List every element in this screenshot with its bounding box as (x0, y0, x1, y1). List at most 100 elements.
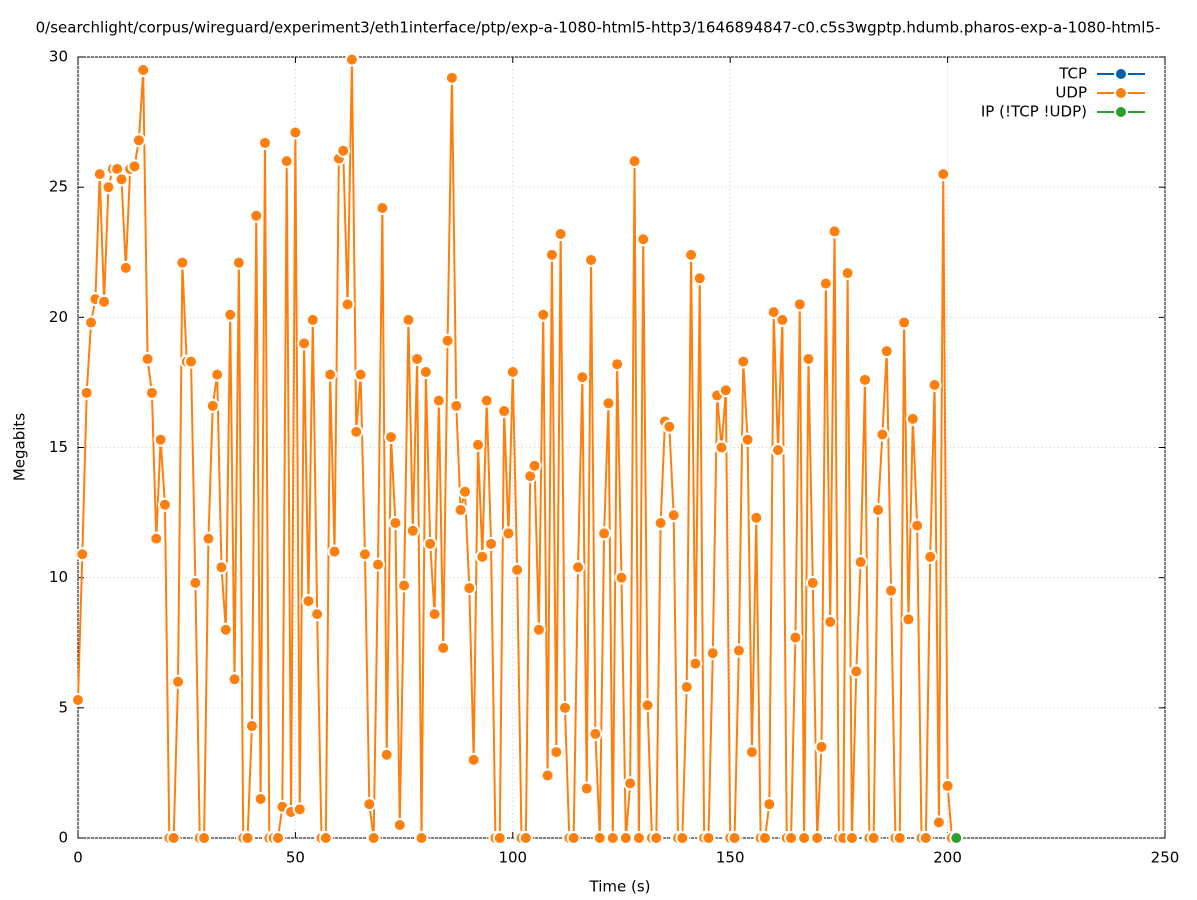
data-point (453, 502, 468, 517)
data-point (731, 643, 746, 658)
data-point (884, 583, 899, 598)
data-point (297, 336, 312, 351)
data-point (714, 440, 729, 455)
data-point (427, 607, 442, 622)
data-point (518, 831, 533, 845)
data-point (497, 404, 512, 419)
data-point (310, 607, 325, 622)
data-point (136, 63, 151, 78)
legend-marker (1114, 105, 1128, 119)
data-point (197, 831, 212, 845)
data-point (927, 378, 942, 393)
data-point (931, 815, 946, 830)
data-point (675, 831, 690, 845)
data-point (231, 255, 246, 270)
data-point (584, 253, 599, 268)
y-tick-label: 5 (58, 698, 68, 716)
data-point (827, 224, 842, 239)
data-point (318, 831, 333, 845)
data-point (718, 383, 733, 398)
data-point (805, 575, 820, 590)
data-point (379, 747, 394, 762)
data-point (127, 159, 142, 174)
data-point (471, 437, 486, 452)
data-point (418, 365, 433, 380)
data-point (766, 305, 781, 320)
data-point (444, 70, 459, 85)
data-point (688, 656, 703, 671)
data-point (844, 831, 859, 845)
data-point (566, 831, 581, 845)
y-tick-label: 25 (49, 178, 68, 196)
data-point (388, 515, 403, 530)
data-point (588, 726, 603, 741)
series-line (77, 59, 953, 839)
data-point (801, 351, 816, 366)
data-point (510, 562, 525, 577)
data-point (610, 357, 625, 372)
data-point (279, 154, 294, 169)
data-point (466, 752, 481, 767)
data-point (940, 778, 955, 793)
data-point (479, 393, 494, 408)
data-point (601, 396, 616, 411)
data-point (175, 255, 190, 270)
data-point (623, 776, 638, 791)
data-point (879, 344, 894, 359)
data-point (653, 515, 668, 530)
data-point (171, 674, 186, 689)
data-point (797, 831, 812, 845)
data-point (614, 570, 629, 585)
data-point (857, 372, 872, 387)
data-point (701, 831, 716, 845)
data-point (240, 831, 255, 845)
data-point (744, 745, 759, 760)
data-point (336, 143, 351, 158)
data-point (184, 354, 199, 369)
data-point (536, 307, 551, 322)
y-tick-label: 20 (49, 308, 68, 326)
data-point (823, 614, 838, 629)
data-point (605, 831, 620, 845)
data-point (431, 393, 446, 408)
data-point (631, 831, 646, 845)
data-point (788, 630, 803, 645)
data-point (575, 370, 590, 385)
data-point (244, 719, 259, 734)
data-point (101, 180, 116, 195)
data-point (949, 831, 964, 845)
data-point (271, 831, 286, 845)
data-point (557, 700, 572, 715)
data-point (140, 351, 155, 366)
data-point (84, 315, 99, 330)
data-point (92, 167, 107, 182)
data-point (775, 312, 790, 327)
data-point (375, 200, 390, 215)
data-point (649, 831, 664, 845)
data-point (449, 398, 464, 413)
x-tick-label: 250 (1151, 849, 1180, 867)
data-point (227, 672, 242, 687)
x-tick-label: 150 (716, 849, 745, 867)
data-point (414, 831, 429, 845)
data-point (384, 430, 399, 445)
data-point (157, 497, 172, 512)
data-point (540, 768, 555, 783)
y-axis-label: Megabits (11, 413, 29, 481)
x-tick-label: 100 (498, 849, 527, 867)
data-point (423, 536, 438, 551)
data-point (762, 797, 777, 812)
data-point (301, 594, 316, 609)
data-point (505, 365, 520, 380)
data-point (579, 781, 594, 796)
x-axis-label: Time (s) (589, 878, 651, 896)
data-point (866, 831, 881, 845)
data-point (249, 208, 264, 223)
legend-label: UDP (1055, 84, 1087, 102)
data-point (849, 664, 864, 679)
data-point (353, 367, 368, 382)
data-point (401, 312, 416, 327)
legend-label: TCP (1058, 65, 1087, 83)
data-point (257, 135, 272, 150)
data-point (357, 547, 372, 562)
